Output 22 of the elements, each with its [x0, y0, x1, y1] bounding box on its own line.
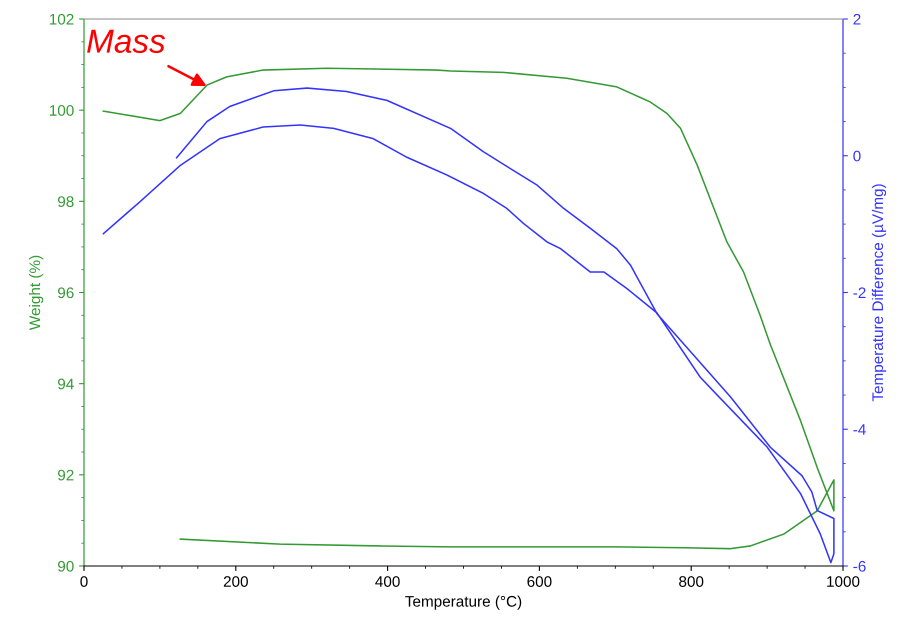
- y2-axis-title: Temperature Difference (µV/mg): [872, 184, 886, 402]
- y-axis-title: Weight (%): [28, 256, 44, 330]
- x-tick-label: 200: [224, 576, 248, 587]
- y2-tick-label: -6: [853, 560, 866, 572]
- y-tick-label: 102: [50, 14, 74, 25]
- y-tick-label: 98: [58, 196, 74, 208]
- y2-tick-label: 0: [853, 150, 861, 162]
- x-tick-label: 1000: [827, 576, 860, 587]
- y-tick-label: 92: [58, 470, 74, 481]
- y2-tick-label: -2: [853, 287, 866, 298]
- x-tick-label: 0: [80, 576, 88, 587]
- annotation: Mass: [87, 30, 166, 54]
- y-tick-label: 100: [50, 105, 74, 116]
- x-tick-label: 800: [679, 576, 704, 587]
- y-tick-label: 96: [58, 287, 74, 298]
- y-tick-label: 94: [58, 378, 74, 390]
- y2-tick-label: -4: [853, 424, 866, 435]
- x-axis-title: Temperature (°C): [405, 596, 522, 610]
- x-tick-label: 400: [375, 576, 400, 587]
- y2-tick-label: 2: [853, 14, 860, 25]
- y-tick-label: 90: [58, 560, 74, 572]
- x-tick-label: 600: [527, 576, 552, 587]
